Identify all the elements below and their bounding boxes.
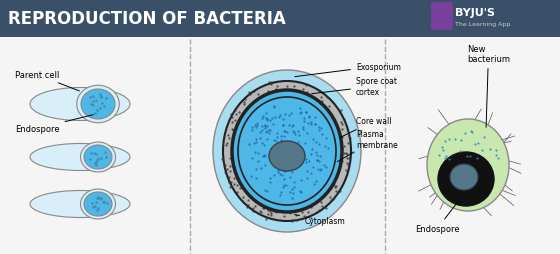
Ellipse shape [81,189,115,219]
Ellipse shape [238,98,336,205]
Ellipse shape [30,88,130,121]
Ellipse shape [77,86,119,123]
Text: Endospore: Endospore [415,201,460,233]
Ellipse shape [269,141,305,171]
Text: The Learning App: The Learning App [455,21,510,26]
Text: Endospore: Endospore [15,115,94,133]
Ellipse shape [223,82,351,221]
Text: Plasma
membrane: Plasma membrane [338,130,398,162]
Bar [0,0,560,38]
Ellipse shape [84,146,112,169]
Ellipse shape [232,91,342,212]
Text: New
bacterium: New bacterium [467,44,510,128]
Text: REPRODUCTION OF BACTERIA: REPRODUCTION OF BACTERIA [8,10,286,28]
Ellipse shape [81,142,115,172]
FancyBboxPatch shape [431,3,453,31]
Ellipse shape [30,191,130,218]
Text: Parent cell: Parent cell [15,71,80,92]
Ellipse shape [213,71,361,232]
Text: Spore coat
cortex: Spore coat cortex [312,77,397,96]
Text: Core wall: Core wall [339,117,391,138]
Ellipse shape [81,90,115,120]
Text: Exosporium: Exosporium [295,62,401,77]
Ellipse shape [30,144,130,171]
Ellipse shape [438,152,494,206]
Ellipse shape [84,192,112,216]
Text: BYJU'S: BYJU'S [455,8,495,18]
Ellipse shape [450,164,478,190]
Ellipse shape [427,120,509,211]
Text: Cytoplasm: Cytoplasm [295,215,346,226]
